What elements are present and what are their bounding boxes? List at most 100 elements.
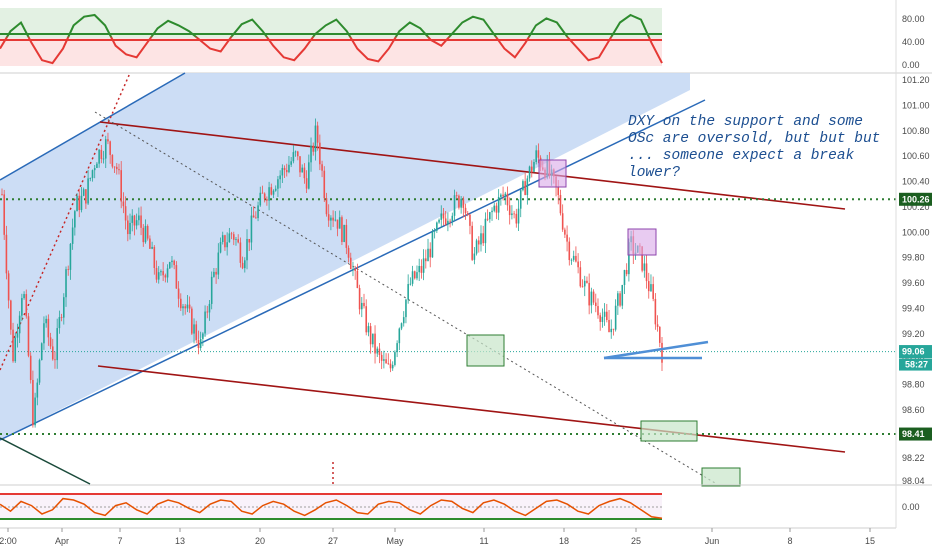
candle-body bbox=[224, 235, 226, 248]
dark-trendline bbox=[0, 437, 91, 485]
candle-body bbox=[89, 178, 92, 179]
candle-body bbox=[594, 302, 597, 307]
candle-body bbox=[621, 284, 624, 306]
candle-body bbox=[135, 220, 138, 226]
candle-body bbox=[583, 280, 586, 287]
candle-body bbox=[277, 179, 279, 189]
candle-body bbox=[18, 315, 21, 334]
candle-body bbox=[111, 154, 114, 167]
candle-body bbox=[215, 271, 217, 275]
candle-body bbox=[100, 149, 103, 159]
candle-body bbox=[294, 151, 297, 153]
candle-body bbox=[409, 283, 412, 285]
candle-body bbox=[425, 258, 427, 262]
candle-body bbox=[1, 194, 3, 196]
candle-body bbox=[458, 195, 460, 208]
time-tick-label-8: 18 bbox=[559, 536, 569, 546]
candle-body bbox=[506, 193, 509, 206]
candle-body bbox=[232, 234, 235, 240]
candle-body bbox=[82, 189, 85, 196]
candle-body bbox=[38, 360, 41, 383]
candle-body bbox=[650, 284, 652, 292]
bottom-osc-tick-0: 0.00 bbox=[902, 502, 920, 512]
candle-body bbox=[376, 348, 379, 354]
candle-body bbox=[493, 205, 496, 211]
candle-body bbox=[473, 253, 476, 260]
price-tick-label-4: 100.40 bbox=[902, 177, 930, 187]
countdown-label: 58:27 bbox=[905, 360, 928, 370]
candle-body bbox=[268, 187, 270, 201]
candle-body bbox=[429, 248, 432, 258]
price-tick-label-5: 100.20 bbox=[902, 202, 930, 212]
bottom-oscillator-pane: 0.00 bbox=[0, 493, 920, 520]
candle-body bbox=[230, 233, 233, 235]
candle-body bbox=[396, 343, 398, 353]
support-price-badge bbox=[899, 427, 932, 441]
candle-body bbox=[530, 166, 533, 172]
candle-body bbox=[7, 273, 10, 301]
candle-body bbox=[120, 170, 122, 202]
candle-body bbox=[32, 379, 34, 426]
candle-body bbox=[246, 238, 248, 261]
candle-body bbox=[87, 178, 89, 204]
candle-body bbox=[250, 215, 253, 243]
candle-body bbox=[599, 315, 601, 322]
candle-body bbox=[559, 195, 562, 214]
candle-body bbox=[85, 189, 87, 204]
time-tick-label-12: 15 bbox=[865, 536, 875, 546]
candle-body bbox=[279, 175, 281, 180]
candle-body bbox=[347, 247, 350, 258]
candle-body bbox=[612, 328, 615, 330]
candle-body bbox=[157, 272, 160, 280]
candle-body bbox=[564, 229, 566, 235]
candle-body bbox=[91, 170, 94, 179]
candle-body bbox=[310, 145, 312, 163]
candle-body bbox=[29, 355, 32, 380]
candle-body bbox=[489, 212, 491, 220]
candle-body bbox=[292, 152, 295, 162]
candle-body bbox=[349, 257, 352, 270]
candle-body bbox=[188, 304, 191, 309]
candle-body bbox=[617, 293, 619, 306]
candle-body bbox=[290, 161, 292, 165]
candle-body bbox=[312, 145, 315, 152]
main-price-pane: 101.20101.00100.80100.60100.40100.20100.… bbox=[0, 72, 932, 487]
resistance-price-label: 100.26 bbox=[902, 194, 930, 204]
candle-body bbox=[303, 167, 306, 179]
candle-body bbox=[466, 213, 469, 215]
candle-body bbox=[497, 196, 500, 213]
candle-body bbox=[208, 303, 211, 313]
candle-body bbox=[217, 252, 220, 275]
candle-body bbox=[140, 215, 142, 228]
candle-body bbox=[606, 311, 608, 321]
candle-body bbox=[579, 267, 582, 287]
candle-body bbox=[173, 260, 175, 266]
candle-body bbox=[511, 213, 513, 216]
candle-body bbox=[171, 260, 173, 263]
candle-body bbox=[656, 324, 659, 327]
candle-body bbox=[495, 205, 498, 213]
candle-body bbox=[528, 166, 531, 179]
candle-body bbox=[237, 239, 239, 243]
candle-body bbox=[462, 198, 465, 208]
price-tick-label-1: 101.00 bbox=[902, 100, 930, 110]
candle-body bbox=[308, 162, 310, 189]
candle-body bbox=[581, 286, 584, 288]
candle-body bbox=[325, 198, 328, 215]
candle-body bbox=[477, 240, 480, 245]
candle-body bbox=[210, 276, 213, 304]
candle-body bbox=[387, 363, 390, 365]
candle-body bbox=[202, 333, 204, 339]
candle-body bbox=[151, 246, 153, 249]
candle-body bbox=[40, 343, 43, 361]
dotted-diagonal bbox=[94, 111, 716, 484]
candle-body bbox=[431, 231, 434, 258]
candle-body bbox=[263, 193, 266, 200]
bottom-osc-band bbox=[0, 494, 662, 520]
top-osc-tick-0: 0.00 bbox=[902, 60, 920, 70]
candle-body bbox=[577, 261, 579, 268]
candle-body bbox=[601, 316, 604, 322]
candle-body bbox=[193, 324, 195, 334]
candle-body bbox=[321, 164, 323, 171]
